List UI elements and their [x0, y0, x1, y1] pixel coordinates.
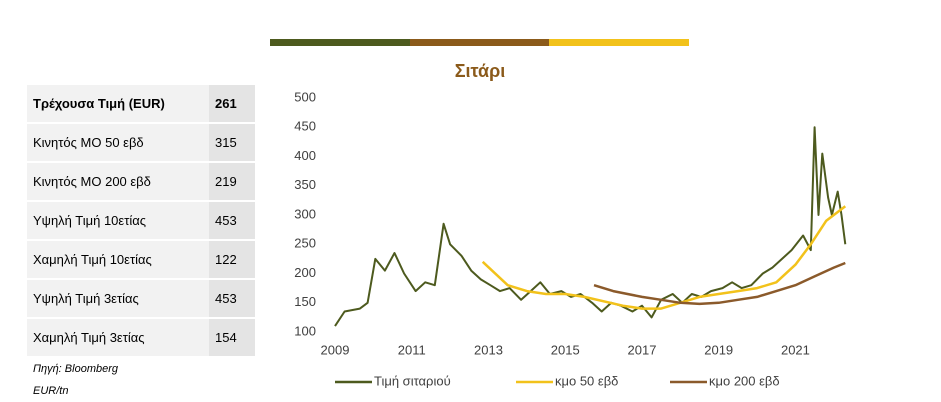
row-value: 219 [209, 162, 255, 202]
y-tick-label: 350 [294, 177, 316, 192]
row-value: 154 [209, 318, 255, 358]
row-label: Χαμηλή Τιμή 3ετίας [27, 318, 209, 358]
x-tick-label: 2011 [398, 342, 426, 357]
table-row: Υψηλή Τιμή 3ετίας 453 [27, 279, 255, 319]
series-line [334, 126, 847, 327]
y-tick-label: 500 [294, 89, 316, 104]
y-tick-label: 250 [294, 236, 316, 251]
legend-label: Τιμή σιταριού [374, 373, 451, 388]
row-value: 315 [209, 123, 255, 163]
y-tick-label: 400 [294, 148, 316, 163]
x-tick-label: 2015 [551, 342, 580, 357]
stats-table: Τρέχουσα Τιμή (EUR) 261 Κινητός ΜΟ 50 εβδ 3… [27, 85, 255, 358]
x-tick-label: 2021 [781, 342, 810, 357]
x-tick-label: 2017 [628, 342, 657, 357]
x-tick-label: 2013 [474, 342, 503, 357]
y-tick-label: 300 [294, 206, 316, 221]
legend-label: κμο 200 εβδ [709, 373, 780, 388]
row-value: 261 [209, 85, 255, 124]
series-line [481, 205, 847, 310]
row-label: Υψηλή Τιμή 10ετίας [27, 201, 209, 241]
row-label: Κινητός ΜΟ 200 εβδ [27, 162, 209, 202]
series-line [593, 261, 846, 306]
x-tick-label: 2009 [321, 342, 350, 357]
source-note: Πηγή: Bloomberg [33, 363, 118, 375]
row-value: 453 [209, 201, 255, 241]
row-label: Χαμηλή Τιμή 10ετίας [27, 240, 209, 280]
y-tick-label: 150 [294, 294, 316, 309]
row-label: Υψηλή Τιμή 3ετίας [27, 279, 209, 319]
table-row: Χαμηλή Τιμή 3ετίας 154 [27, 318, 255, 358]
x-tick-label: 2019 [704, 342, 733, 357]
y-tick-label: 100 [294, 323, 316, 338]
chart-title: Σιτάρι [455, 61, 506, 81]
y-tick-label: 450 [294, 119, 316, 134]
row-value: 122 [209, 240, 255, 280]
unit-note: EUR/tn [33, 385, 69, 397]
table-row: Κινητός ΜΟ 50 εβδ 315 [27, 123, 255, 163]
row-label: Τρέχουσα Τιμή (EUR) [27, 85, 209, 124]
accent-bar [270, 39, 410, 46]
accent-bar [549, 39, 689, 46]
table-row: Υψηλή Τιμή 10ετίας 453 [27, 201, 255, 241]
table-row: Χαμηλή Τιμή 10ετίας 122 [27, 240, 255, 280]
table-row: Τρέχουσα Τιμή (EUR) 261 [27, 85, 255, 124]
row-value: 453 [209, 279, 255, 319]
y-tick-label: 200 [294, 265, 316, 280]
legend-label: κμο 50 εβδ [555, 373, 618, 388]
accent-bar [410, 39, 549, 46]
table-row: Κινητός ΜΟ 200 εβδ 219 [27, 162, 255, 202]
row-label: Κινητός ΜΟ 50 εβδ [27, 123, 209, 163]
